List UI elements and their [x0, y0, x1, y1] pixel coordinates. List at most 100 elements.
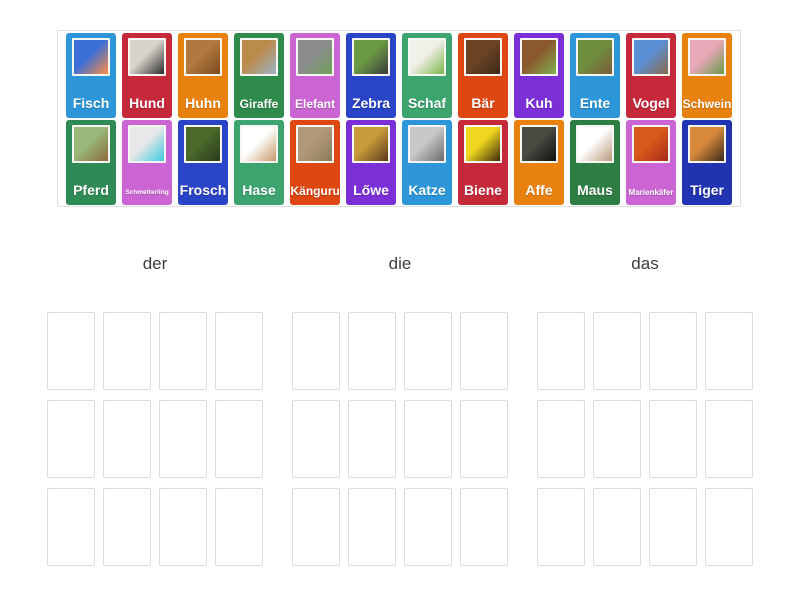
animal-card-katze[interactable]: Katze	[402, 119, 452, 205]
animal-card-biene[interactable]: Biene	[458, 119, 508, 205]
drop-slot-der-7[interactable]	[159, 400, 207, 478]
animal-photo	[576, 124, 614, 163]
animal-card-label: Känguru	[290, 183, 340, 198]
animal-card-lőwe[interactable]: Lőwe	[346, 119, 396, 205]
animal-card-maus[interactable]: Maus	[570, 119, 620, 205]
animal-card-schmetterling[interactable]: Schmetterling	[122, 119, 172, 205]
animal-card-affe[interactable]: Affe	[514, 119, 564, 205]
animal-card-frosch[interactable]: Frosch	[178, 119, 228, 205]
animal-photo	[296, 124, 334, 163]
drop-slot-der-10[interactable]	[103, 488, 151, 566]
animal-photo	[464, 37, 502, 76]
animal-card-label: Maus	[577, 181, 613, 198]
animal-card-label: Schwein	[682, 96, 732, 111]
drop-slot-die-3[interactable]	[404, 312, 452, 390]
drop-slot-das-12[interactable]	[705, 488, 753, 566]
drop-slot-der-12[interactable]	[215, 488, 263, 566]
animal-card-hase[interactable]: Hase	[234, 119, 284, 205]
drop-slot-das-2[interactable]	[593, 312, 641, 390]
drop-slot-der-11[interactable]	[159, 488, 207, 566]
drop-slot-die-4[interactable]	[460, 312, 508, 390]
drop-slot-das-6[interactable]	[593, 400, 641, 478]
animal-photo	[408, 37, 446, 76]
animal-card-hund[interactable]: Hund	[122, 32, 172, 118]
animal-card-kuh[interactable]: Kuh	[514, 32, 564, 118]
drop-slot-die-1[interactable]	[292, 312, 340, 390]
animal-photo	[352, 124, 390, 163]
animal-card-giraffe[interactable]: Giraffe	[234, 32, 284, 118]
drop-slot-der-3[interactable]	[159, 312, 207, 390]
drop-slot-die-10[interactable]	[348, 488, 396, 566]
animal-photo	[352, 37, 390, 76]
drop-slot-der-5[interactable]	[47, 400, 95, 478]
animal-photo	[464, 124, 502, 163]
animal-photo	[520, 37, 558, 76]
animal-card-vogel[interactable]: Vogel	[626, 32, 676, 118]
animal-card-tiger[interactable]: Tiger	[682, 119, 732, 205]
animal-card-label: Kuh	[525, 94, 553, 111]
slot-grid-das	[537, 312, 753, 566]
drop-slot-der-8[interactable]	[215, 400, 263, 478]
drop-slot-das-1[interactable]	[537, 312, 585, 390]
animal-card-ente[interactable]: Ente	[570, 32, 620, 118]
drop-slot-die-12[interactable]	[460, 488, 508, 566]
animal-card-fisch[interactable]: Fisch	[66, 32, 116, 118]
animal-card-label: Ente	[579, 94, 611, 111]
animal-card-label: Pferd	[73, 181, 109, 198]
animal-card-label: Schaf	[407, 94, 447, 111]
drop-slot-das-8[interactable]	[705, 400, 753, 478]
drop-slot-das-11[interactable]	[649, 488, 697, 566]
animal-photo	[128, 37, 166, 76]
animal-card-schaf[interactable]: Schaf	[402, 32, 452, 118]
drop-slot-der-6[interactable]	[103, 400, 151, 478]
drop-slot-die-7[interactable]	[404, 400, 452, 478]
drop-slot-das-4[interactable]	[705, 312, 753, 390]
animal-card-bär[interactable]: Bär	[458, 32, 508, 118]
animal-card-label: Hund	[129, 94, 165, 111]
animal-card-label: Katze	[408, 181, 446, 198]
drop-slot-der-4[interactable]	[215, 312, 263, 390]
drop-slot-das-9[interactable]	[537, 488, 585, 566]
drop-slot-die-9[interactable]	[292, 488, 340, 566]
animal-photo	[240, 37, 278, 76]
drop-slot-die-11[interactable]	[404, 488, 452, 566]
animal-card-zebra[interactable]: Zebra	[346, 32, 396, 118]
animal-card-marienkäfer[interactable]: Marienkäfer	[626, 119, 676, 205]
animal-card-label: Schmetterling	[125, 189, 169, 196]
animal-photo	[688, 37, 726, 76]
group-label-das: das	[631, 254, 659, 273]
drop-slot-das-3[interactable]	[649, 312, 697, 390]
animal-photo	[632, 124, 670, 163]
animal-card-label: Bär	[471, 94, 495, 111]
animal-card-schwein[interactable]: Schwein	[682, 32, 732, 118]
drop-slot-die-2[interactable]	[348, 312, 396, 390]
drop-slot-die-5[interactable]	[292, 400, 340, 478]
animal-photo	[72, 37, 110, 76]
drop-slot-das-10[interactable]	[593, 488, 641, 566]
slot-grid-die	[292, 312, 508, 566]
animal-photo	[688, 124, 726, 163]
drop-slot-der-9[interactable]	[47, 488, 95, 566]
slot-grid-der	[47, 312, 263, 566]
group-label-der: der	[142, 254, 168, 273]
animal-card-label: Elefant	[294, 96, 335, 111]
animal-card-label: Vogel	[632, 94, 670, 111]
drop-slot-das-5[interactable]	[537, 400, 585, 478]
animal-card-pferd[interactable]: Pferd	[66, 119, 116, 205]
drop-slot-die-6[interactable]	[348, 400, 396, 478]
animal-photo	[184, 124, 222, 163]
animal-card-huhn[interactable]: Huhn	[178, 32, 228, 118]
animal-card-label: Frosch	[179, 181, 227, 198]
drop-slot-die-8[interactable]	[460, 400, 508, 478]
animal-photo	[72, 124, 110, 163]
drop-slot-der-1[interactable]	[47, 312, 95, 390]
animal-card-känguru[interactable]: Känguru	[290, 119, 340, 205]
animal-card-elefant[interactable]: Elefant	[290, 32, 340, 118]
drop-slot-das-7[interactable]	[649, 400, 697, 478]
card-bank: Fisch Hund Huhn Giraffe Elefant Zebra Schaf Bär…	[57, 30, 741, 207]
animal-card-label: Fisch	[72, 94, 110, 111]
drop-slot-der-2[interactable]	[103, 312, 151, 390]
animal-card-label: Zebra	[351, 94, 391, 111]
animal-photo	[576, 37, 614, 76]
animal-card-label: Affe	[525, 181, 553, 198]
